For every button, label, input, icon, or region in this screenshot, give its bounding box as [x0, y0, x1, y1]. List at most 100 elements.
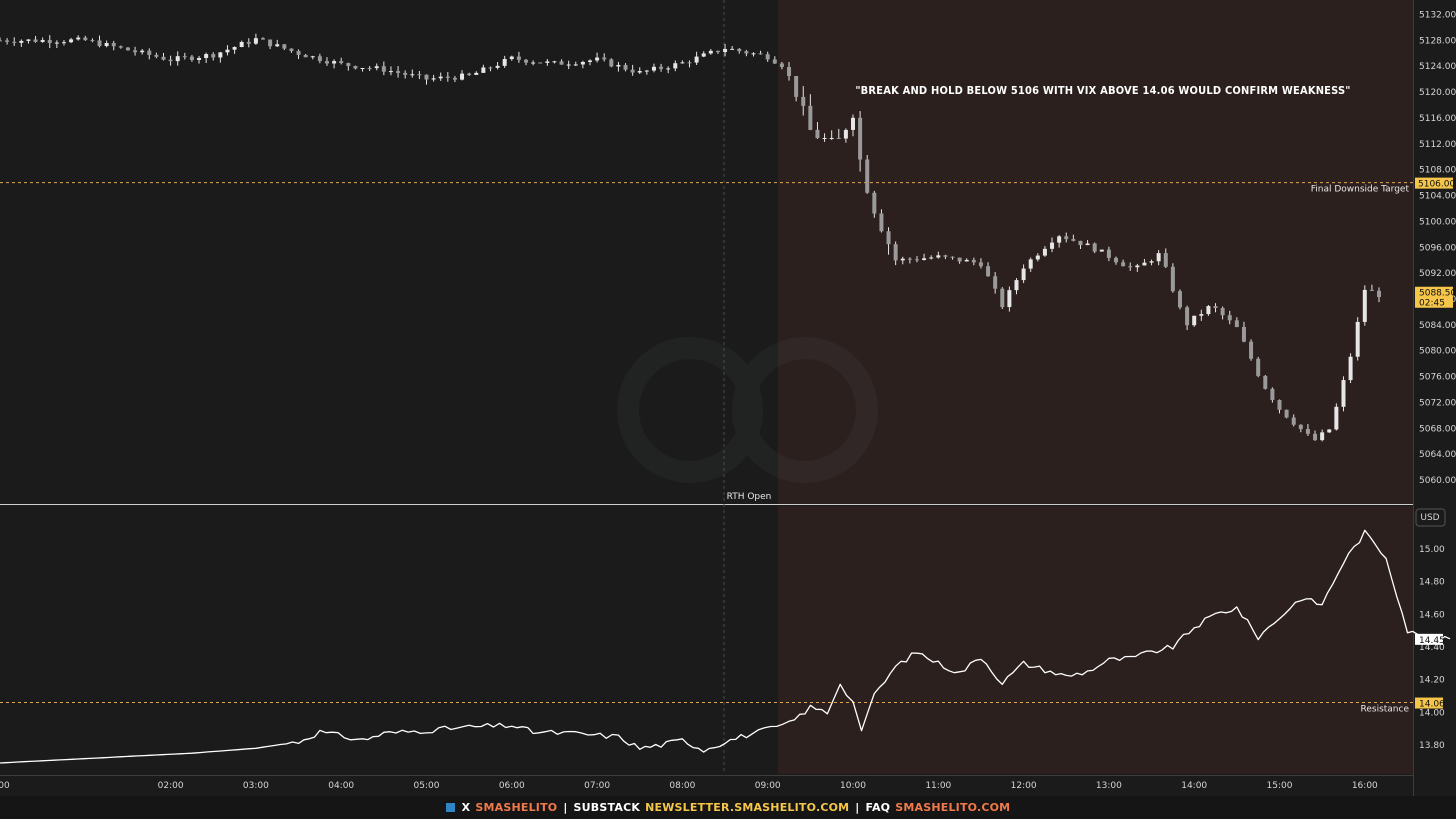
vix-last-tag: 14.45	[1419, 636, 1445, 646]
candle-body	[1305, 429, 1310, 434]
candle-body	[516, 56, 521, 60]
vix-last-tag-bg	[1415, 633, 1443, 645]
candle-body	[858, 117, 863, 160]
watermark-ring	[617, 337, 763, 483]
candle-body	[54, 42, 59, 44]
candle-body	[1050, 242, 1055, 249]
candle-body	[616, 64, 621, 67]
candle-body	[1035, 255, 1040, 260]
last-price-countdown: 02:45	[1419, 299, 1445, 309]
candle-body	[758, 53, 763, 55]
price-axis-tick: 5080.00	[1419, 347, 1456, 357]
price-axis-tick: 5120.00	[1419, 88, 1456, 98]
candle-body	[950, 256, 955, 258]
time-axis-tick: 07:00	[584, 781, 610, 791]
footer-separator: |	[855, 801, 860, 814]
candle-body	[1078, 240, 1083, 246]
price-axis-tick: 5076.00	[1419, 373, 1456, 383]
candle-body	[424, 74, 429, 80]
candles-group	[0, 33, 1382, 442]
candle-body	[552, 61, 557, 63]
last-price-value: 5088.50	[1419, 289, 1456, 299]
candle-body	[104, 42, 109, 47]
candle-body	[1334, 406, 1339, 430]
candle-body	[1042, 248, 1047, 256]
chart-canvas[interactable]: RTH Open 5132.00 5128.00 5124.00 5120.00 5116…	[0, 0, 1456, 796]
candle-body	[545, 61, 550, 63]
candle-body	[1185, 307, 1190, 326]
candle-body	[929, 257, 934, 259]
candle-body	[1362, 289, 1367, 322]
time-axis-tick: 06:00	[499, 781, 525, 791]
time-axis-tick: 09:00	[755, 781, 781, 791]
resistance-tag-bg	[1415, 697, 1443, 709]
candle-body	[452, 77, 457, 80]
candle-body	[118, 46, 123, 48]
time-axis-tick: 11:00	[925, 781, 951, 791]
price-axis-tick: 5104.00	[1419, 192, 1456, 202]
footer-substack-link[interactable]: NEWSLETTER.SMASHELITO.COM	[645, 801, 850, 814]
watermark-ring	[732, 337, 878, 483]
candle-body	[1227, 315, 1232, 321]
candle-body	[339, 61, 344, 64]
footer-substack-label: SUBSTACK	[573, 801, 641, 814]
candle-body	[701, 53, 706, 57]
candle-body	[1206, 306, 1211, 315]
candle-body	[801, 96, 806, 106]
candle-body	[971, 259, 976, 263]
candle-body	[566, 64, 571, 66]
price-axis-tick: 5072.00	[1419, 398, 1456, 408]
candle-body	[602, 57, 607, 60]
candle-body	[1156, 253, 1161, 262]
candle-body	[19, 40, 24, 43]
footer-faq-link[interactable]: SMASHELITO.COM	[895, 801, 1011, 814]
footer-x-handle-link[interactable]: SMASHELITO	[475, 801, 558, 814]
candle-body	[694, 56, 699, 63]
candle-body	[637, 71, 642, 73]
candle-body	[644, 70, 649, 72]
candle-body	[431, 78, 436, 80]
candle-body	[161, 56, 166, 60]
candle-body	[1064, 236, 1069, 240]
price-axis-tick: 5092.00	[1419, 269, 1456, 279]
candle-body	[460, 73, 465, 80]
candle-body	[410, 74, 415, 76]
time-axis-tick: 04:00	[328, 781, 354, 791]
candle-body	[303, 54, 308, 58]
candle-body	[189, 56, 194, 60]
candle-body	[69, 39, 74, 43]
time-axis-tick: 02:00	[158, 781, 184, 791]
price-axis-tick: 5096.00	[1419, 243, 1456, 253]
candle-body	[815, 129, 820, 139]
candle-body	[396, 71, 401, 73]
resistance-label: Resistance	[1361, 705, 1410, 715]
candle-body	[687, 62, 692, 64]
candle-body	[573, 64, 578, 66]
price-axis-tick: 5128.00	[1419, 36, 1456, 46]
candle-body	[438, 76, 443, 79]
downside-target-tag: 5106.00	[1418, 180, 1455, 190]
candle-body	[893, 244, 898, 261]
candle-body	[445, 76, 450, 78]
candle-body	[47, 40, 52, 44]
candle-body	[1028, 259, 1033, 269]
candle-body	[1263, 375, 1268, 389]
candle-body	[367, 68, 372, 70]
time-axis-tick: 00	[0, 781, 10, 791]
candle-body	[40, 40, 45, 42]
downside-target-tag-bg	[1415, 177, 1453, 189]
candle-body	[1170, 266, 1175, 292]
candle-body	[502, 59, 507, 66]
candle-body	[204, 54, 209, 58]
candle-body	[843, 129, 848, 139]
price-axis-tick: 5124.00	[1419, 62, 1456, 72]
candle-body	[168, 59, 173, 62]
candle-body	[1192, 315, 1197, 326]
candle-body	[61, 42, 66, 44]
candle-body	[666, 68, 671, 70]
candle-body	[936, 255, 941, 258]
candle-body	[1313, 433, 1318, 441]
candle-body	[296, 51, 301, 55]
candle-body	[787, 67, 792, 77]
